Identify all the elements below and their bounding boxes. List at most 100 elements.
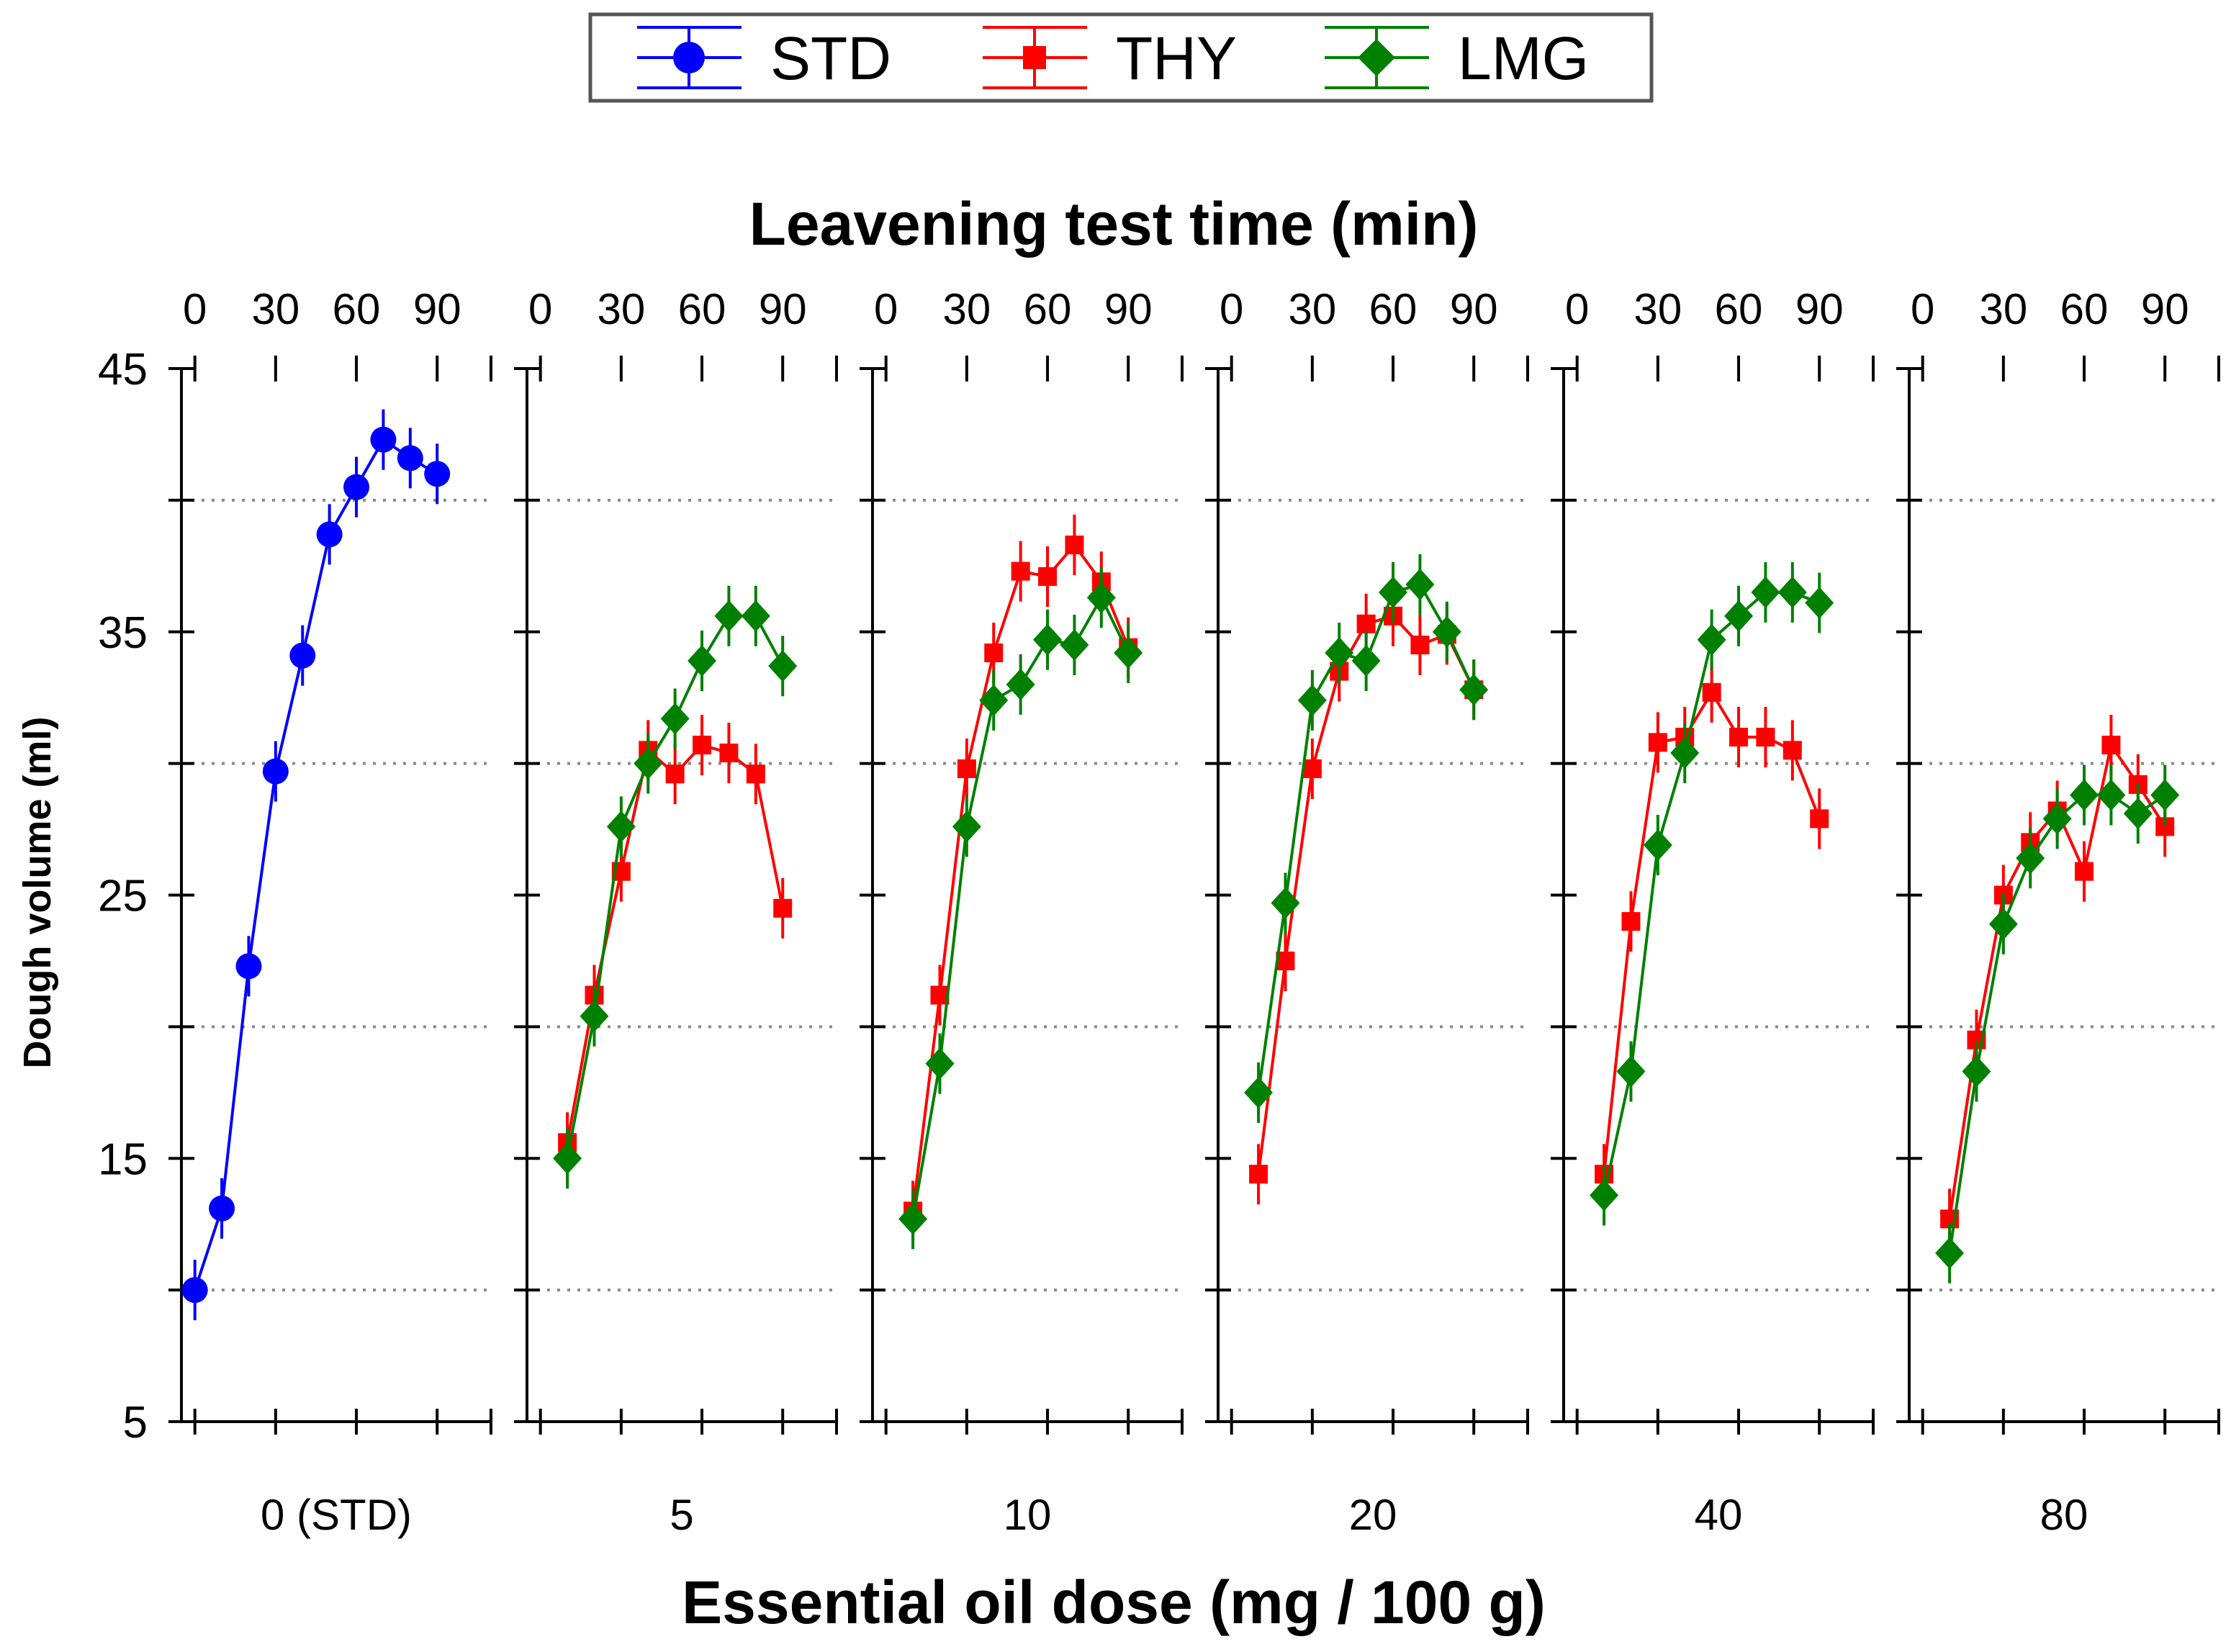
panel-2-thy-point-2	[957, 759, 976, 778]
panel-5-lmg-point-5	[2070, 779, 2099, 811]
legend-std-label: STD	[770, 24, 891, 92]
panel-3-lmg-point-4	[1351, 644, 1381, 677]
panel-4-lmg-point-7	[1777, 576, 1807, 608]
panel-2-thy-line	[911, 542, 1130, 1211]
panel-1-lmg-point-5	[688, 644, 717, 677]
panel-4-top-tick-label-30: 30	[1633, 285, 1682, 333]
panel-1-top-tick-label-30: 30	[597, 285, 645, 333]
panel-1-lmg-point-0	[553, 1142, 582, 1175]
panel-2-thy-point-6	[1065, 536, 1084, 555]
panel-1-lmg-point-3	[634, 747, 663, 780]
y-axis-title: Dough volume (ml)	[16, 717, 59, 1069]
panel-5-top-tick-label-90: 90	[2141, 285, 2189, 333]
panel-4-lmg-point-6	[1751, 576, 1780, 608]
panel-4-lmg-point-4	[1697, 623, 1726, 656]
panel-4-series-thy	[1595, 662, 1829, 1205]
panel-0-std-point-3	[262, 758, 289, 785]
panel-3-thy-point-2	[1302, 759, 1322, 778]
panel-0: 0 30 60 90 0 (STD)	[168, 285, 492, 1539]
panel-1-dose-label: 5	[670, 1491, 693, 1539]
panel-0-std-line	[193, 437, 438, 1291]
panel-2-lmg-point-5	[1033, 623, 1063, 656]
panel-0-top-tick-label-90: 90	[413, 285, 461, 333]
panel-4-thy-point-8	[1810, 809, 1829, 829]
panel-2-top-tick-label-60: 60	[1024, 285, 1072, 333]
plot-area: 0 30 60 90 0 (STD) 0 30 60 90 5 0 30 60 90 10 0 30 60 90 20…	[98, 285, 2220, 1539]
panel-2: 0 30 60 90 10	[860, 285, 1184, 1539]
panel-3-lmg-point-0	[1244, 1076, 1274, 1109]
panel-4-lmg-point-8	[1805, 587, 1834, 619]
panel-4-top-tick-label-60: 60	[1715, 285, 1763, 333]
panel-3-top-tick-label-60: 60	[1369, 285, 1418, 333]
top-axis-title: Leavening test time (min)	[749, 190, 1479, 258]
panel-2-lmg-point-2	[952, 811, 981, 843]
panel-4-lmg-point-0	[1590, 1179, 1619, 1211]
panel-2-top-tick-label-30: 30	[942, 285, 991, 333]
panel-3-lmg-point-7	[1432, 615, 1461, 648]
panel-0-dose-label: 0 (STD)	[261, 1491, 412, 1539]
panel-5-lmg-point-1	[1962, 1055, 1991, 1088]
panel-3-lmg-point-8	[1459, 674, 1489, 706]
panel-2-thy-point-4	[1011, 561, 1030, 581]
panel-4-thy-point-2	[1648, 733, 1667, 752]
panel-5-top-tick-label-60: 60	[2060, 285, 2109, 333]
panel-0-std-point-5	[316, 521, 343, 548]
panel-1: 0 30 60 90 5	[514, 285, 838, 1539]
panel-4-thy-point-7	[1782, 741, 1802, 760]
panel-0-std-point-0	[181, 1277, 208, 1304]
panel-3-lmg-point-5	[1379, 576, 1408, 608]
panel-3-dose-label: 20	[1349, 1491, 1397, 1539]
panel-4-lmg-point-3	[1670, 736, 1700, 769]
panel-1-thy-point-8	[773, 898, 793, 918]
panel-5-lmg-point-4	[2042, 803, 2072, 835]
legend-entry-thy: THY	[983, 24, 1237, 92]
panel-0-series-std	[181, 409, 451, 1321]
y-tick-label-15: 15	[98, 1134, 148, 1184]
panel-1-series-lmg	[553, 585, 798, 1189]
panel-4-thy-point-4	[1702, 682, 1721, 702]
panel-1-top-tick-label-60: 60	[678, 285, 726, 333]
panel-4-series-lmg	[1590, 561, 1834, 1226]
panel-3-top-tick-label-0: 0	[1220, 285, 1243, 333]
panel-2-top-tick-label-0: 0	[874, 285, 898, 333]
legend-lmg-label: LMG	[1458, 24, 1589, 92]
panel-2-dose-label: 10	[1004, 1491, 1052, 1539]
panel-0-std-point-4	[289, 642, 316, 669]
panel-1-top-tick-label-90: 90	[759, 285, 807, 333]
panel-3-lmg-point-6	[1405, 568, 1435, 600]
panel-2-lmg-point-0	[898, 1203, 928, 1235]
panel-4-top-tick-label-0: 0	[1565, 285, 1589, 333]
panel-4-thy-point-5	[1729, 728, 1749, 747]
panel-0-top-tick-label-30: 30	[251, 285, 299, 333]
panel-1-thy-point-7	[746, 764, 765, 784]
panel-4-dose-label: 40	[1695, 1491, 1743, 1539]
panel-5-top-tick-label-30: 30	[1979, 285, 2027, 333]
panel-0-top-tick-label-60: 60	[333, 285, 381, 333]
panel-5-lmg-point-6	[2096, 779, 2126, 811]
panel-4-top-tick-label-90: 90	[1795, 285, 1844, 333]
panel-4-lmg-point-5	[1724, 600, 1754, 632]
panel-1-thy-point-5	[693, 736, 712, 755]
panel-4-thy-point-6	[1756, 728, 1775, 747]
legend: STD THY LMG	[588, 12, 1654, 103]
panel-1-top-tick-label-0: 0	[528, 285, 552, 333]
panel-5-dose-label: 80	[2040, 1491, 2088, 1539]
panel-3-series-lmg	[1244, 554, 1489, 1123]
panel-2-top-tick-label-90: 90	[1104, 285, 1153, 333]
panel-3-lmg-point-3	[1325, 637, 1354, 669]
panel-3-top-tick-label-90: 90	[1450, 285, 1498, 333]
panel-1-lmg-point-8	[768, 650, 798, 682]
y-tick-label-45: 45	[98, 345, 148, 394]
panel-4-lmg-point-2	[1643, 829, 1672, 862]
panel-1-series-thy	[558, 715, 793, 1173]
panel-5-lmg-point-7	[2123, 798, 2153, 830]
panel-2-lmg-point-4	[1006, 668, 1035, 700]
panel-5-lmg-point-0	[1935, 1237, 1965, 1269]
panel-0-top-tick-label-0: 0	[183, 285, 207, 333]
panel-1-lmg-point-4	[660, 703, 690, 735]
panel-5-top-tick-label-0: 0	[1911, 285, 1934, 333]
panel-5-lmg-line	[1948, 793, 2166, 1254]
panel-2-lmg-point-3	[979, 684, 1009, 716]
panel-0-std-point-1	[209, 1195, 235, 1222]
panel-4-thy-point-1	[1621, 912, 1641, 931]
